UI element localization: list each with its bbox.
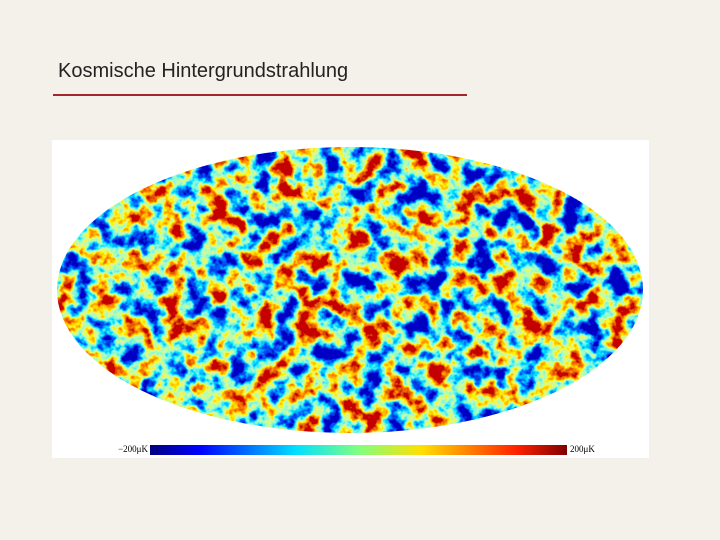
cmb-map-image: −200μK 200μK [52,140,649,458]
colorbar [150,445,567,455]
colorbar-min-label: −200μK [118,444,148,454]
slide-title: Kosmische Hintergrundstrahlung [58,60,349,82]
colorbar-max-label: 200μK [570,444,595,454]
sky-map [57,147,643,433]
title-underline [53,94,467,96]
